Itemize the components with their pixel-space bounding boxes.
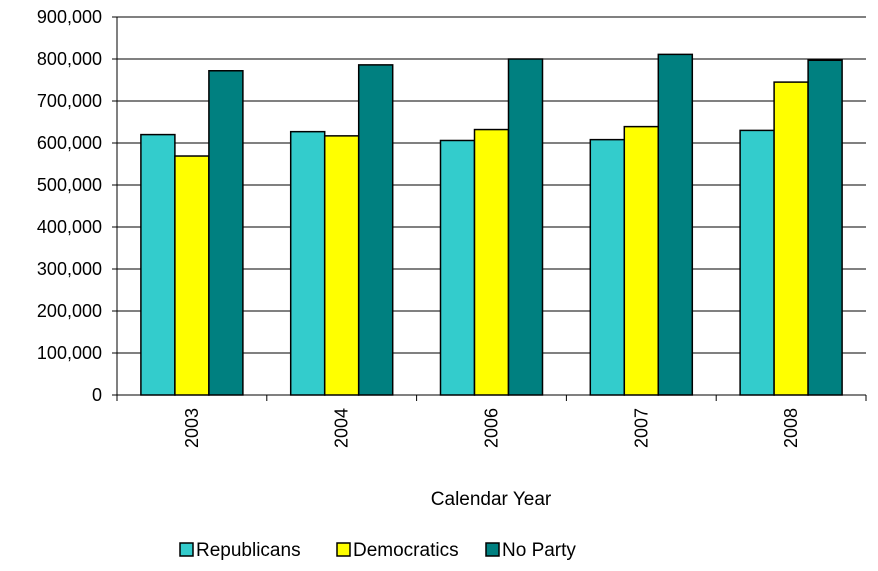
bar-republicans-2008	[739, 129, 775, 396]
bar-no-party-2004	[357, 64, 394, 396]
y-tick-label: 700,000	[37, 91, 102, 111]
y-tick-label: 0	[92, 385, 102, 405]
legend-label: No Party	[502, 540, 576, 561]
x-category-label: 2003	[182, 408, 202, 448]
y-tick-label: 500,000	[37, 175, 102, 195]
bar-democratics-2004	[323, 135, 360, 396]
bar-republicans-2006	[439, 139, 476, 396]
y-tick-label: 600,000	[37, 133, 102, 153]
y-tick-label: 200,000	[37, 301, 102, 321]
axes	[112, 16, 867, 401]
x-category-label: 2007	[631, 408, 651, 448]
bar-democratics-2006	[473, 128, 510, 396]
legend-swatch-no-party	[485, 542, 500, 557]
y-tick-label: 800,000	[37, 49, 102, 69]
legend: Republicans Democratics No Party	[179, 540, 576, 561]
x-axis-title: Calendar Year	[431, 489, 552, 510]
legend-swatch-democratics	[336, 542, 351, 557]
bar-republicans-2003	[140, 133, 176, 396]
x-category-label: 2006	[482, 408, 502, 448]
legend-swatch-republicans	[179, 542, 194, 557]
y-tick-label: 100,000	[37, 343, 102, 363]
legend-label: Republicans	[196, 540, 301, 561]
x-category-labels: 2003 2004 2006 2007 2008	[182, 408, 801, 448]
y-tick-labels: 0 100,000 200,000 300,000 400,000 500,000 600,…	[37, 7, 102, 405]
bar-no-party-2007	[657, 53, 694, 396]
x-category-label: 2004	[332, 408, 352, 448]
y-tick-label: 400,000	[37, 217, 102, 237]
bar-group	[140, 53, 843, 396]
y-tick-label: 900,000	[37, 7, 102, 27]
bar-democratics-2007	[623, 125, 660, 396]
bar-no-party-2006	[507, 58, 544, 396]
bar-republicans-2004	[289, 130, 326, 396]
bar-democratics-2008	[773, 81, 809, 396]
legend-label: Democratics	[353, 540, 459, 561]
bar-democratics-2003	[174, 155, 210, 396]
x-category-label: 2008	[781, 408, 801, 448]
bar-no-party-2003	[208, 70, 244, 396]
bar-republicans-2007	[589, 138, 626, 396]
bar-no-party-2008	[807, 59, 843, 396]
y-tick-label: 300,000	[37, 259, 102, 279]
